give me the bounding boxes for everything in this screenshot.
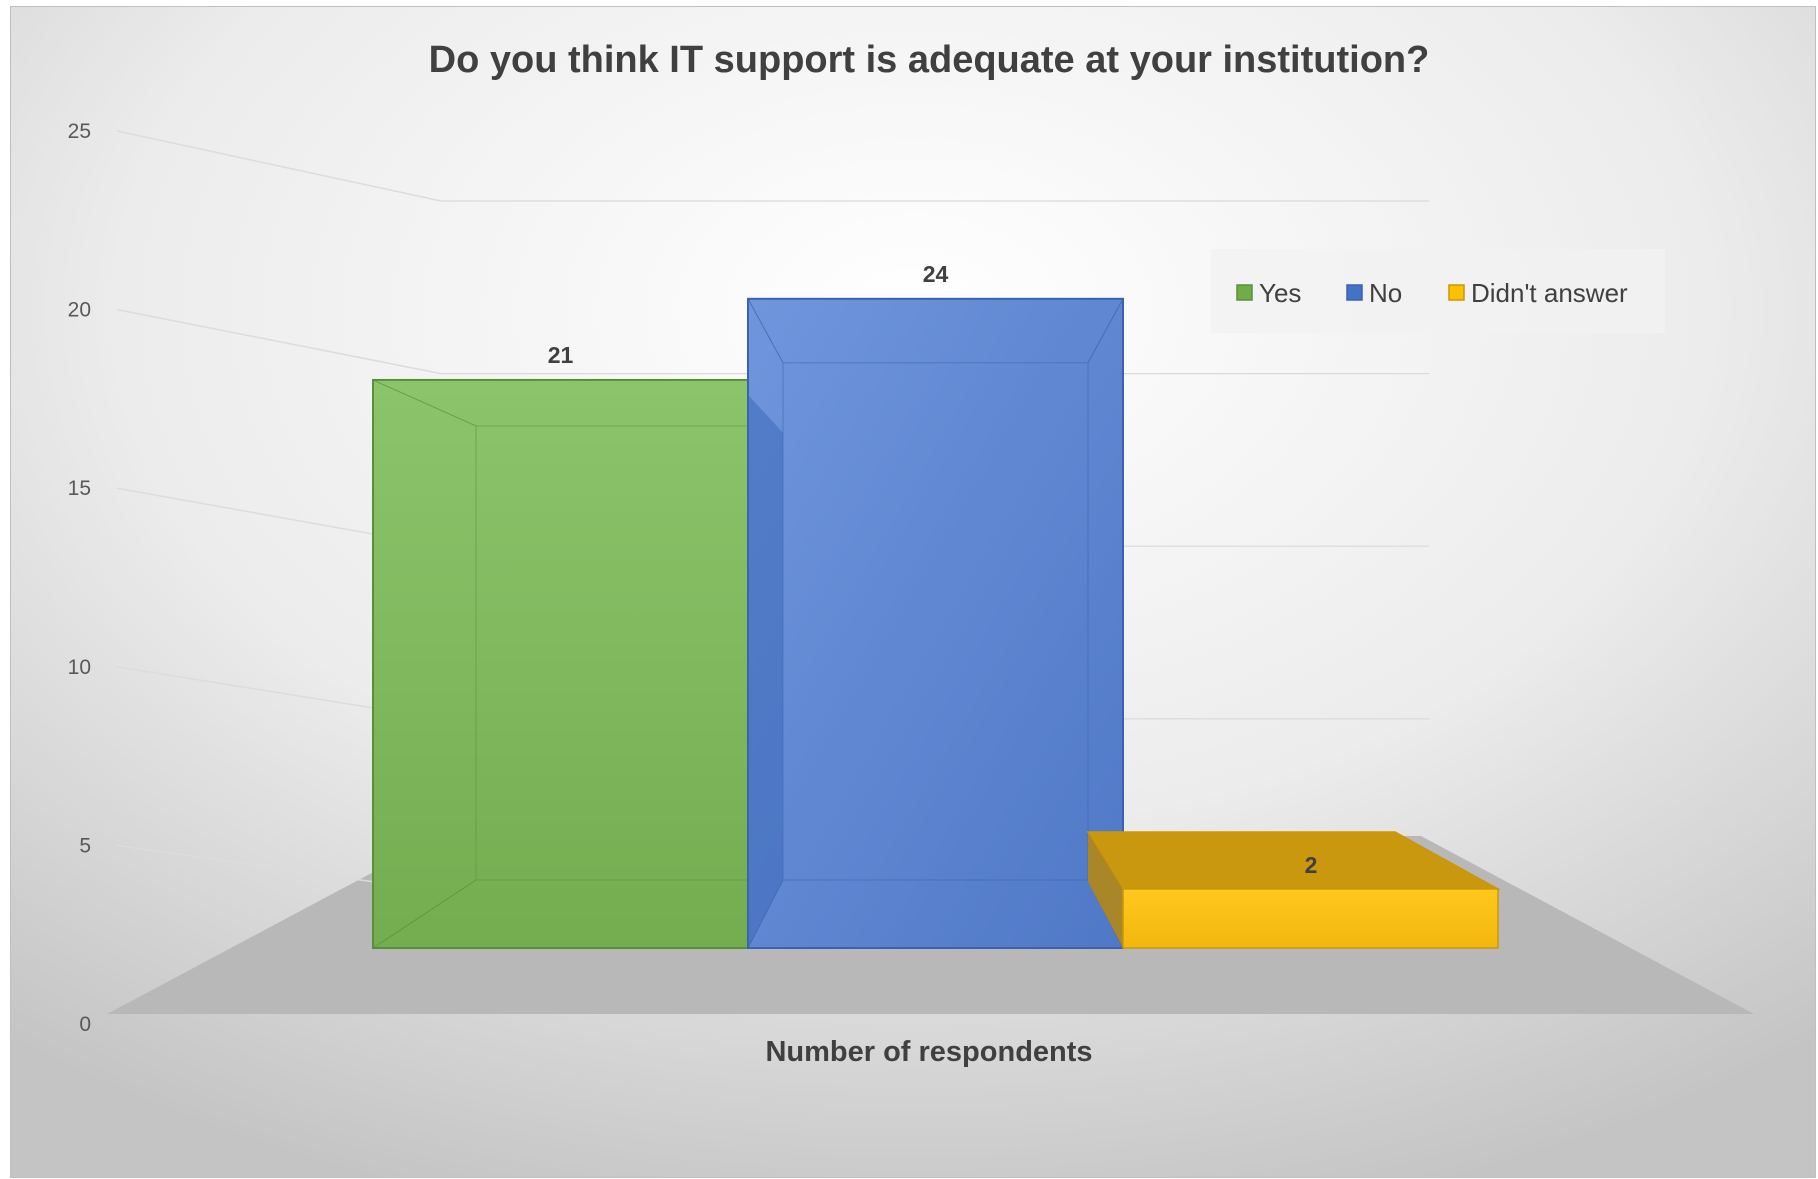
- bar-edge: [1087, 298, 1124, 364]
- bar-front-face: [1122, 888, 1499, 949]
- bar-didn-t-answer: [1086, 831, 1501, 949]
- bar-edge: [372, 379, 477, 427]
- bar-edge: [747, 298, 784, 364]
- y-tick-label: 25: [68, 120, 91, 143]
- legend-background: [1211, 249, 1665, 333]
- bar-yes: [372, 378, 749, 949]
- bars: [372, 297, 1501, 949]
- bar-side-face: [748, 394, 783, 948]
- y-axis-ticks: 0 5 10 15 20 25: [68, 120, 91, 1036]
- bar-edge: [372, 879, 477, 949]
- x-axis-label: Number of respondents: [765, 1036, 1092, 1068]
- legend-swatch: [1448, 284, 1465, 301]
- bar-front-face: [372, 378, 749, 949]
- data-label: 21: [548, 342, 574, 368]
- data-label: 24: [923, 261, 949, 287]
- legend-label: No: [1369, 278, 1402, 308]
- chart-frame: 0 5 10 15 20 25 21 24 2 Do you think IT support…: [10, 6, 1816, 1178]
- y-tick-label: 15: [68, 477, 91, 500]
- gridline: [116, 130, 442, 202]
- bar-front-face: [747, 297, 1124, 949]
- y-tick-label: 10: [68, 656, 91, 679]
- legend-swatch: [1346, 284, 1363, 301]
- data-label: 2: [1305, 852, 1318, 878]
- gridline: [116, 308, 442, 375]
- y-tick-label: 0: [79, 1013, 91, 1036]
- bar-no: [747, 297, 1124, 949]
- legend-swatch: [1236, 284, 1253, 301]
- y-tick-label: 5: [79, 834, 91, 857]
- bar-side-face: [1088, 832, 1123, 948]
- y-tick-label: 20: [68, 299, 91, 322]
- chart-title: Do you think IT support is adequate at y…: [429, 39, 1430, 81]
- legend-label: Yes: [1259, 278, 1301, 308]
- legend: Yes No Didn't answer: [1211, 249, 1665, 333]
- chart-svg: 0 5 10 15 20 25 21 24 2 Do you think IT support…: [11, 7, 1815, 1177]
- legend-label: Didn't answer: [1471, 278, 1628, 308]
- data-labels: 21 24 2: [548, 261, 1318, 878]
